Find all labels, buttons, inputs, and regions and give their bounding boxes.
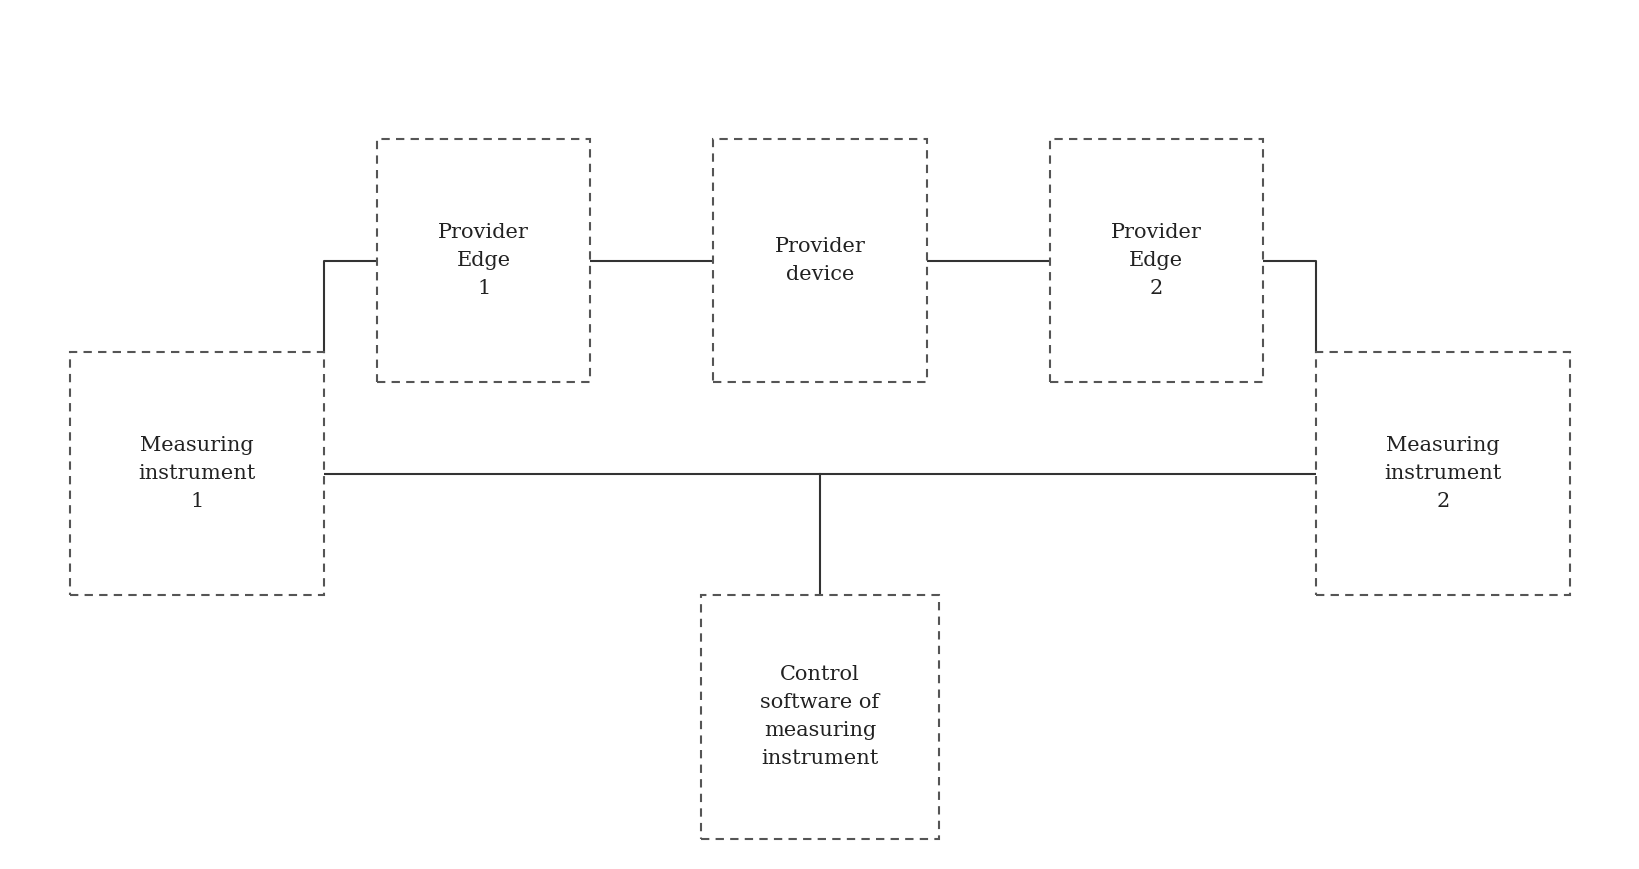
Text: Provider
device: Provider device: [774, 237, 865, 284]
FancyBboxPatch shape: [1316, 352, 1570, 595]
Text: Control
software of
measuring
instrument: Control software of measuring instrument: [760, 666, 879, 768]
FancyBboxPatch shape: [69, 352, 325, 595]
FancyBboxPatch shape: [701, 595, 938, 839]
FancyBboxPatch shape: [713, 139, 926, 382]
FancyBboxPatch shape: [377, 139, 590, 382]
Text: Provider
Edge
1: Provider Edge 1: [438, 223, 529, 298]
FancyBboxPatch shape: [1049, 139, 1262, 382]
Text: Measuring
instrument
1: Measuring instrument 1: [138, 436, 256, 511]
Text: Measuring
instrument
2: Measuring instrument 2: [1383, 436, 1501, 511]
Text: Provider
Edge
2: Provider Edge 2: [1110, 223, 1201, 298]
